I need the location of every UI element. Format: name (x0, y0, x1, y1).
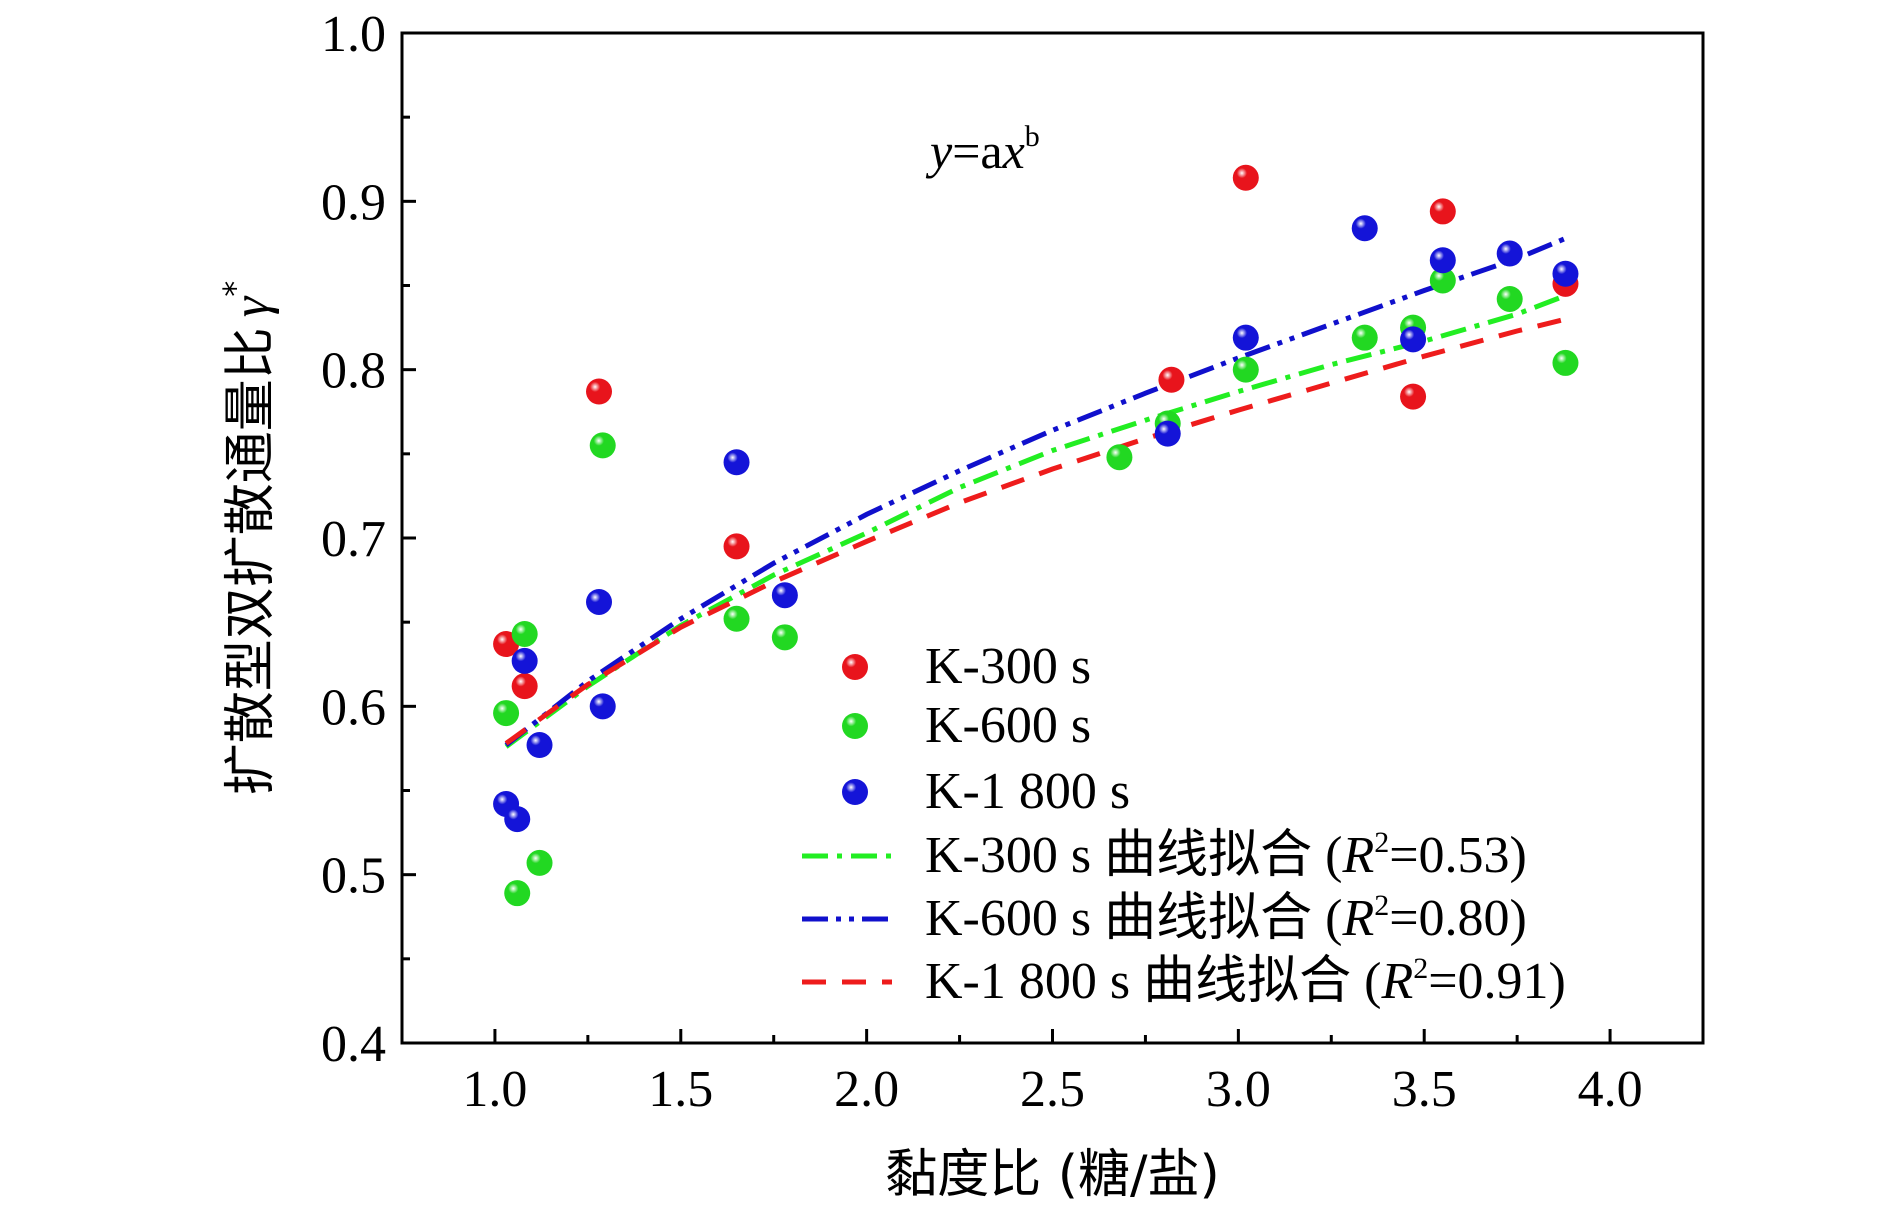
annotation-sup: b (1025, 120, 1040, 153)
data-point (723, 605, 750, 632)
data-point (586, 588, 613, 615)
data-point (511, 647, 538, 674)
data-point (1106, 444, 1133, 471)
data-point (1400, 383, 1427, 410)
legend-label: K-1 800 s 曲线拟合 (R2=0.91) (925, 952, 1566, 1010)
data-point (504, 880, 531, 907)
legend-label: K-300 s 曲线拟合 (R2=0.53) (925, 826, 1527, 884)
data-point (586, 378, 613, 405)
data-point (526, 849, 553, 876)
y-axis-label-symbol: γ (223, 295, 280, 317)
data-point (1552, 349, 1579, 376)
data-point (589, 693, 616, 720)
x-tick-label: 2.5 (1020, 1061, 1085, 1118)
data-point (504, 806, 531, 833)
x-tick-label: 4.0 (1578, 1061, 1643, 1118)
legend-marker (842, 779, 868, 805)
y-axis-label: 扩散型双扩散通量比 γ* (216, 281, 281, 796)
data-point (493, 700, 520, 727)
y-tick-label: 0.5 (321, 848, 386, 905)
data-point (771, 624, 798, 651)
y-axis-label-text: 扩散型双扩散通量比 (221, 327, 281, 795)
annotation-y: y (925, 123, 953, 179)
fit-line (504, 316, 1567, 746)
data-point (771, 582, 798, 609)
x-tick-label: 1.5 (648, 1061, 713, 1118)
data-point (1158, 366, 1185, 393)
x-axis-label: 黏度比 (糖/盐) (885, 1145, 1220, 1205)
legend: K-300 sK-600 s K-1 800 s K-300 s 曲线拟合 (R2=… (802, 638, 1566, 1010)
tick-marks (402, 31, 1612, 1045)
y-tick-label: 0.6 (321, 679, 386, 736)
fit-line (504, 236, 1567, 748)
data-point (1429, 198, 1456, 225)
data-point (589, 432, 616, 459)
data-point (1496, 240, 1523, 267)
x-tick-label: 1.0 (462, 1061, 527, 1118)
y-tick-label: 0.4 (321, 1016, 386, 1073)
data-point (1232, 164, 1259, 191)
legend-label: K-600 s 曲线拟合 (R2=0.80) (925, 889, 1527, 947)
data-point (1232, 356, 1259, 383)
data-point (511, 620, 538, 647)
data-point (526, 732, 553, 759)
y-tick-labels: 0.4 0.5 0.6 0.7 0.8 0.9 1.0 (321, 6, 386, 1073)
equation-annotation: y=axb (925, 120, 1040, 179)
data-point (1400, 326, 1427, 353)
data-point (723, 449, 750, 476)
y-tick-label: 1.0 (321, 6, 386, 63)
fit-lines (504, 236, 1567, 749)
y-tick-label: 0.8 (321, 343, 386, 400)
data-point (1552, 260, 1579, 287)
x-tick-labels: 1.0 1.5 2.0 2.5 3.0 3.5 4.0 (462, 1061, 1642, 1118)
x-tick-label: 3.0 (1206, 1061, 1271, 1118)
legend-label: K-1 800 s (925, 763, 1130, 820)
data-point (1429, 247, 1456, 274)
data-point (1351, 324, 1378, 351)
data-point (1351, 215, 1378, 242)
legend-marker (842, 713, 868, 739)
data-point (1154, 420, 1181, 447)
data-point (1429, 267, 1456, 294)
legend-marker (842, 654, 868, 680)
y-tick-label: 0.9 (321, 174, 386, 231)
data-point (1232, 324, 1259, 351)
annotation-x: x (1002, 123, 1025, 179)
legend-label: K-300 s (925, 638, 1091, 695)
data-point (723, 533, 750, 560)
legend-label: K-600 s (925, 697, 1091, 754)
data-point (1496, 285, 1523, 312)
x-tick-label: 3.5 (1392, 1061, 1457, 1118)
y-tick-label: 0.7 (321, 511, 386, 568)
y-axis-label-sup: * (216, 281, 254, 297)
data-points (493, 164, 1579, 907)
x-tick-label: 2.0 (834, 1061, 899, 1118)
annotation-eq: =a (952, 123, 1002, 179)
data-point (511, 673, 538, 700)
